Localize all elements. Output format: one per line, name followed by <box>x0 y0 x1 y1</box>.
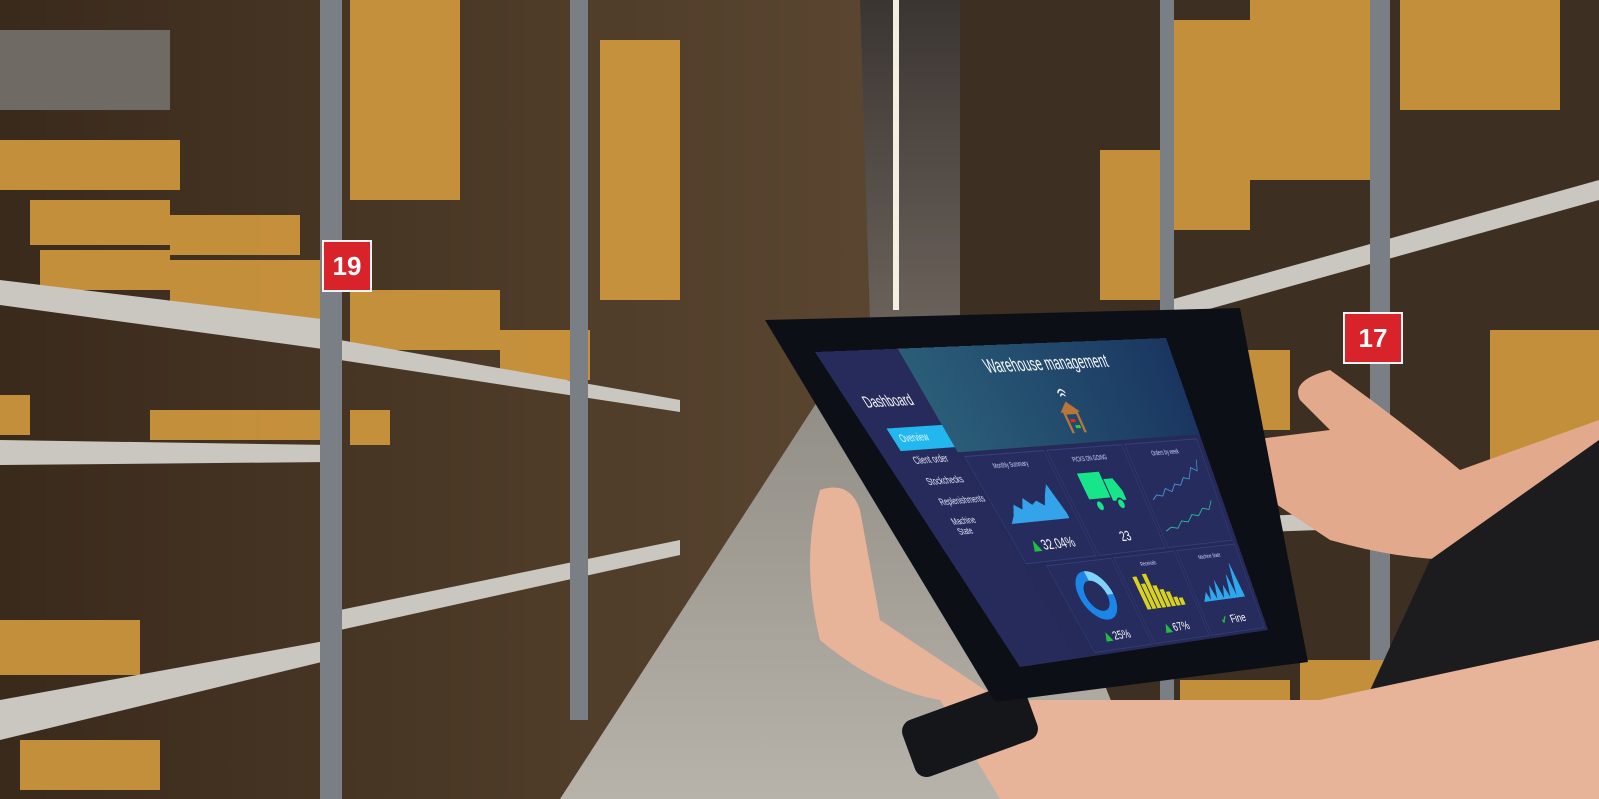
right-hand <box>1174 370 1599 560</box>
tile-value: 67% <box>1146 616 1207 638</box>
warehouse-wifi-icon <box>1045 384 1094 438</box>
tile-value: 25% <box>1084 625 1150 647</box>
sidebar-heading: Dashboard <box>857 390 918 412</box>
app-title: Warehouse management <box>979 349 1112 378</box>
monthly-area-chart <box>991 483 1070 524</box>
donut-chart <box>1064 567 1128 624</box>
aisle-sign-17: 17 <box>1343 312 1403 364</box>
machine-state-chart <box>1190 560 1247 602</box>
wristwatch <box>902 682 1038 778</box>
truck-icon <box>1076 471 1133 513</box>
tile-value: ✔Fine <box>1218 610 1248 627</box>
receivals-bar-chart <box>1132 573 1186 610</box>
tile-label: PICKS ON GOING <box>1071 454 1109 464</box>
tile-value: 23 <box>1116 527 1134 545</box>
tile-value: 32.04% <box>1013 532 1093 557</box>
aisle-sign-19: 19 <box>322 240 372 292</box>
tile-label: Monthly Summary <box>991 460 1031 471</box>
